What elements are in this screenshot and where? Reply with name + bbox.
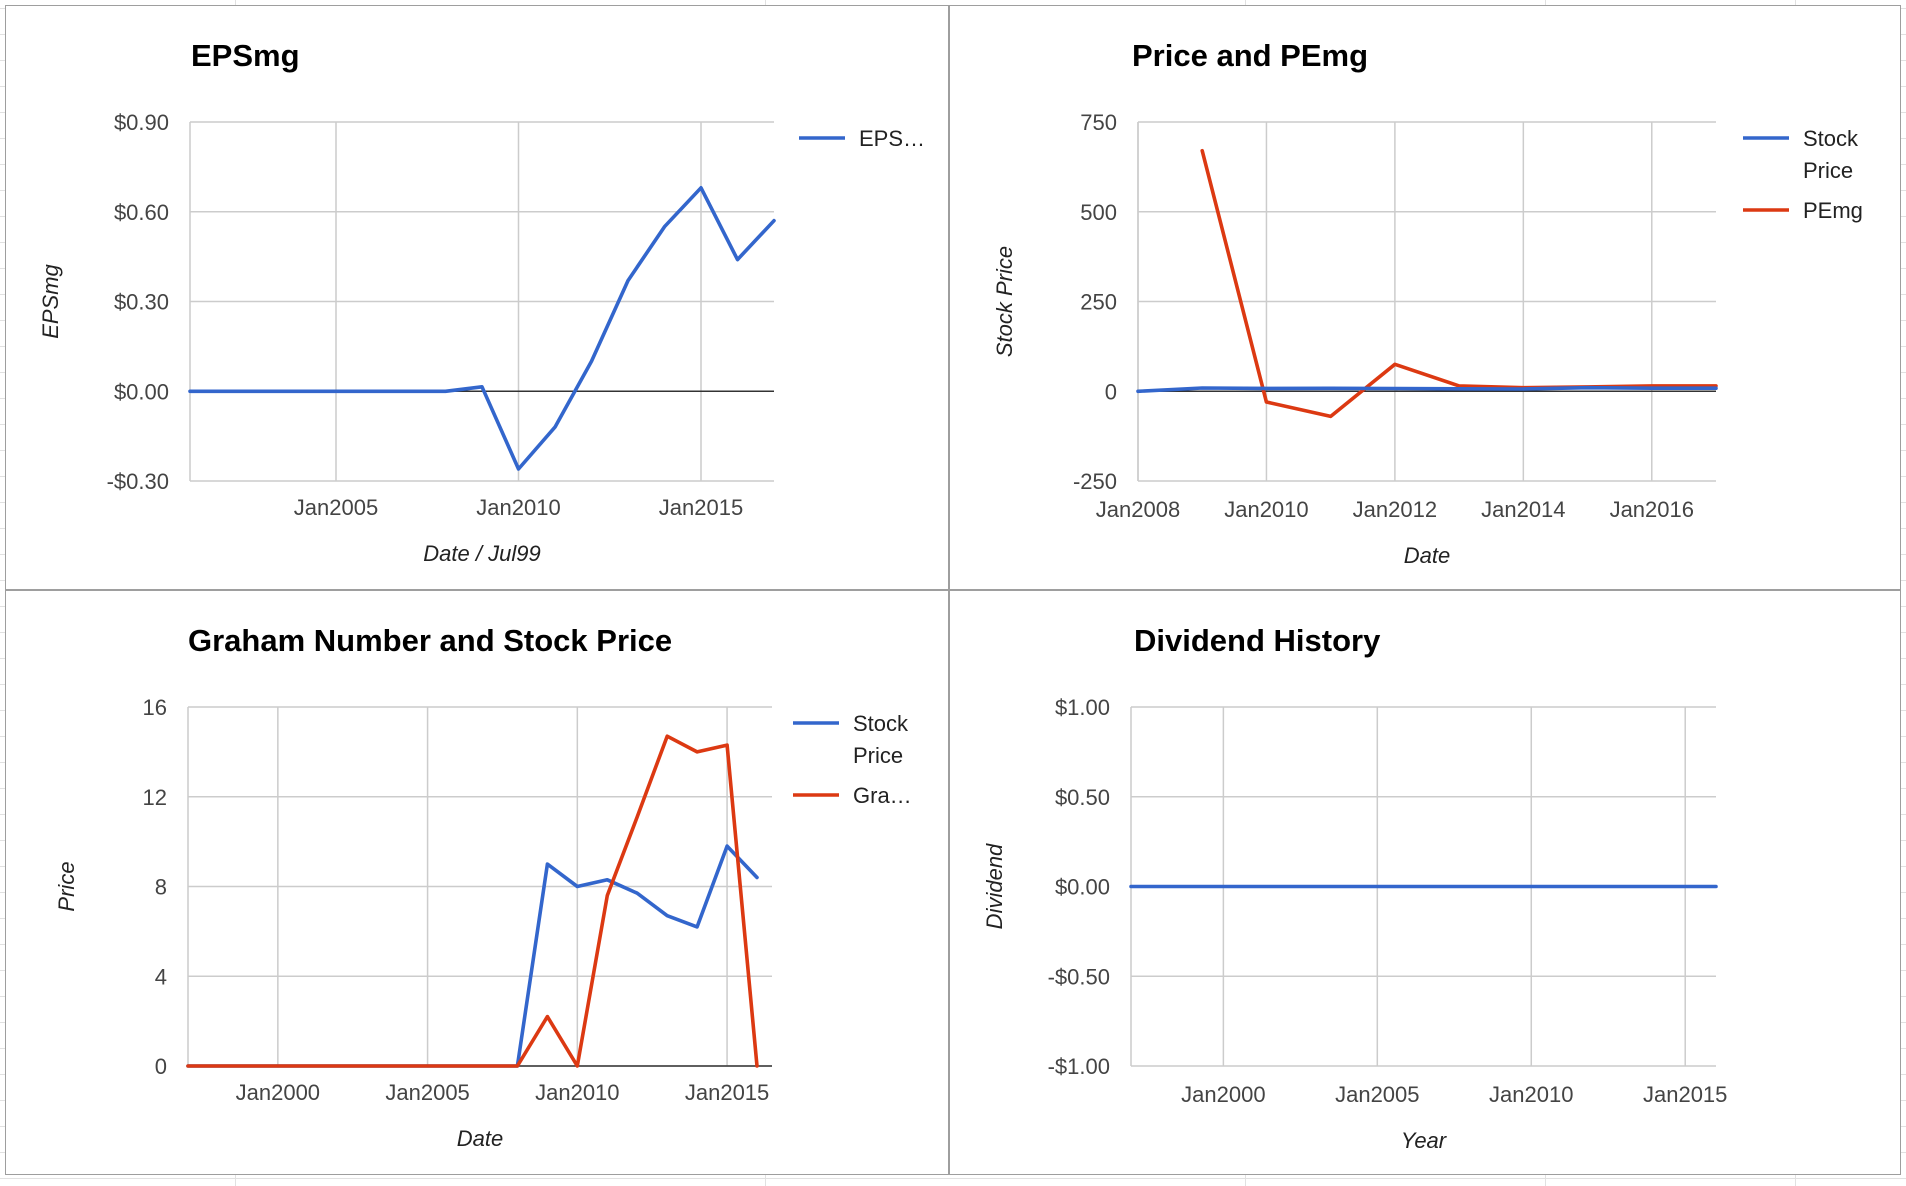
epsmg-legend-label[interactable]: EPS… xyxy=(859,126,925,151)
epsmg-y-tick-label: $0.60 xyxy=(114,200,169,225)
price-pemg-x-tick-label: Jan2014 xyxy=(1481,497,1565,522)
epsmg-y-tick-label: -$0.30 xyxy=(107,469,169,494)
epsmg-y-axis-title: EPSmg xyxy=(38,263,63,338)
graham-number-chart: 0 4 8 12 16 Jan2000 Jan2005 Jan2010 Jan2015 Graha… xyxy=(54,623,912,1151)
graham-series-line-1[interactable] xyxy=(186,844,759,1068)
graham-y-tick-label: 12 xyxy=(143,785,167,810)
epsmg-x-tick-label: Jan2015 xyxy=(659,495,743,520)
chart-panel-dividend-history[interactable]: -$1.00 -$0.50 $0.00 $0.50 $1.00 Jan2000 Jan200… xyxy=(949,590,1901,1175)
graham-chart-title: Graham Number and Stock Price xyxy=(188,623,672,658)
price-pemg-legend-label[interactable]: PEmg xyxy=(1803,198,1863,223)
dividend-x-tick-label: Jan2005 xyxy=(1335,1082,1419,1107)
epsmg-chart: -$0.30 $0.00 $0.30 $0.60 $0.90 Jan2005 Jan2010… xyxy=(38,38,925,566)
epsmg-y-tick-label: $0.30 xyxy=(114,290,169,315)
price-pemg-y-tick-label: 250 xyxy=(1080,290,1117,315)
graham-x-tick-label: Jan2000 xyxy=(236,1080,320,1105)
price-pemg-x-tick-label: Jan2016 xyxy=(1610,497,1694,522)
epsmg-x-tick-label: Jan2010 xyxy=(476,495,560,520)
dividend-history-chart: -$1.00 -$0.50 $0.00 $0.50 $1.00 Jan2000 Jan200… xyxy=(982,623,1727,1153)
price-pemg-y-tick-label: 0 xyxy=(1105,379,1117,404)
dividend-y-axis-title: Dividend xyxy=(982,843,1007,929)
epsmg-x-axis-title: Date / Jul99 xyxy=(423,541,540,566)
dividend-x-tick-label: Jan2010 xyxy=(1489,1082,1573,1107)
price-pemg-y-tick-label: 500 xyxy=(1080,200,1117,225)
graham-y-tick-label: 8 xyxy=(155,875,167,900)
dividend-y-tick-label: $1.00 xyxy=(1055,695,1110,720)
epsmg-series-line-1[interactable] xyxy=(188,186,776,471)
graham-series-line-2[interactable] xyxy=(186,734,759,1068)
dividend-y-tick-label: $0.50 xyxy=(1055,785,1110,810)
price-and-pemg-chart: -250 0 250 500 750 Jan2008 Jan2010 Jan2012 Jan20… xyxy=(992,38,1863,568)
chart-panel-graham-number[interactable]: 0 4 8 12 16 Jan2000 Jan2005 Jan2010 Jan2015 Graha… xyxy=(5,590,949,1175)
epsmg-chart-title: EPSmg xyxy=(191,38,300,73)
graham-y-tick-label: 16 xyxy=(143,695,167,720)
graham-y-tick-label: 4 xyxy=(155,964,167,989)
price-pemg-y-axis-title: Stock Price xyxy=(992,246,1017,357)
price-pemg-series-line-1[interactable] xyxy=(1136,385,1718,394)
graham-x-axis-title: Date xyxy=(457,1126,503,1151)
graham-legend-label[interactable]: Stock Price xyxy=(853,711,909,768)
graham-x-tick-label: Jan2015 xyxy=(685,1080,769,1105)
price-pemg-y-tick-label: 750 xyxy=(1080,110,1117,135)
dividend-y-tick-label: -$1.00 xyxy=(1048,1054,1110,1079)
graham-y-axis-title: Price xyxy=(54,861,79,911)
chart-panel-price-and-pemg[interactable]: -250 0 250 500 750 Jan2008 Jan2010 Jan2012 Jan20… xyxy=(949,5,1901,590)
price-pemg-legend-label[interactable]: Stock Price xyxy=(1803,126,1859,183)
graham-x-tick-label: Jan2005 xyxy=(385,1080,469,1105)
dividend-chart-title: Dividend History xyxy=(1134,623,1381,658)
dividend-x-tick-label: Jan2015 xyxy=(1643,1082,1727,1107)
sheet-gridline xyxy=(0,1178,1906,1179)
graham-x-tick-label: Jan2010 xyxy=(535,1080,619,1105)
graham-legend-label[interactable]: Gra… xyxy=(853,783,912,808)
dividend-y-tick-label: $0.00 xyxy=(1055,875,1110,900)
price-pemg-chart-title: Price and PEmg xyxy=(1132,38,1368,73)
dividend-x-tick-label: Jan2000 xyxy=(1181,1082,1265,1107)
epsmg-x-tick-label: Jan2005 xyxy=(294,495,378,520)
dividend-x-axis-title: Year xyxy=(1401,1128,1448,1153)
price-pemg-x-tick-label: Jan2012 xyxy=(1353,497,1437,522)
price-pemg-x-tick-label: Jan2010 xyxy=(1224,497,1308,522)
price-pemg-series-line-2[interactable] xyxy=(1200,148,1718,419)
price-pemg-x-axis-title: Date xyxy=(1404,543,1450,568)
price-pemg-y-tick-label: -250 xyxy=(1073,469,1117,494)
graham-y-tick-label: 0 xyxy=(155,1054,167,1079)
epsmg-y-tick-label: $0.90 xyxy=(114,110,169,135)
dividend-y-tick-label: -$0.50 xyxy=(1048,964,1110,989)
price-pemg-x-tick-label: Jan2008 xyxy=(1096,497,1180,522)
epsmg-y-tick-label: $0.00 xyxy=(114,379,169,404)
chart-panel-epsmg[interactable]: -$0.30 $0.00 $0.30 $0.60 $0.90 Jan2005 Jan2010… xyxy=(5,5,949,590)
